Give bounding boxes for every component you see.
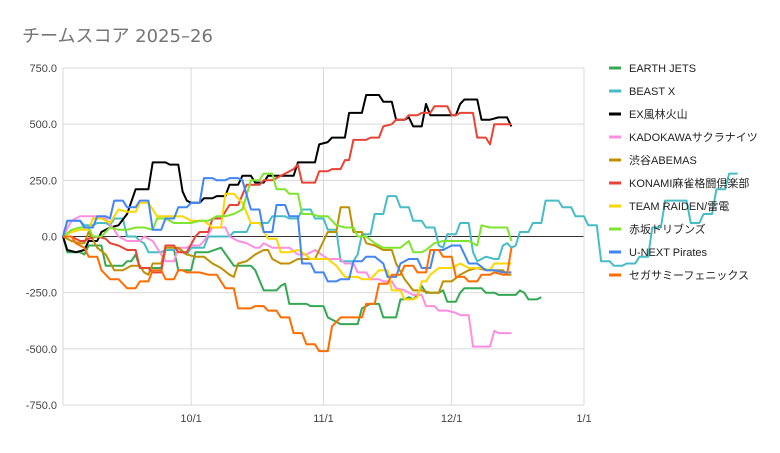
legend-entry: EARTH JETS — [629, 63, 696, 75]
y-tick-label: 500.0 — [29, 119, 57, 131]
x-tick-label: 10/1 — [180, 413, 201, 425]
legend-entry: TEAM RAIDEN/雷電 — [629, 200, 729, 213]
series-line — [62, 172, 738, 267]
y-tick-label: 250.0 — [29, 175, 57, 187]
y-tick-label: 750.0 — [29, 63, 57, 75]
x-tick-label: 1/1 — [576, 413, 591, 425]
legend-entry: BEAST X — [629, 86, 676, 98]
series-line — [62, 172, 513, 254]
legend-entry: KONAMI麻雀格闘倶楽部 — [629, 176, 749, 190]
legend-entry: セガサミーフェニックス — [629, 269, 749, 282]
x-tick-label: 12/1 — [441, 413, 462, 425]
legend-entry: EX風林火山 — [629, 107, 688, 121]
legend-entry: 赤坂ドリブンズ — [629, 222, 706, 236]
series-line — [63, 105, 512, 274]
y-tick-label: -750.0 — [26, 400, 57, 412]
series-line — [62, 94, 513, 254]
legend-entry: 渋谷ABEMAS — [629, 154, 697, 167]
chart-title: チームスコア 2025–26 — [22, 26, 213, 47]
legend-entry: KADOKAWAサクラナイツ — [629, 131, 758, 144]
x-tick-label: 11/1 — [313, 413, 334, 425]
series-line — [62, 215, 512, 348]
series-line — [62, 177, 512, 283]
y-tick-label: -250.0 — [26, 288, 57, 300]
series-line — [62, 206, 512, 294]
series-line — [63, 235, 513, 353]
y-tick-label: -500.0 — [26, 344, 57, 356]
legend-entry: U-NEXT Pirates — [629, 247, 708, 259]
y-tick-label: 0.0 — [42, 232, 57, 244]
